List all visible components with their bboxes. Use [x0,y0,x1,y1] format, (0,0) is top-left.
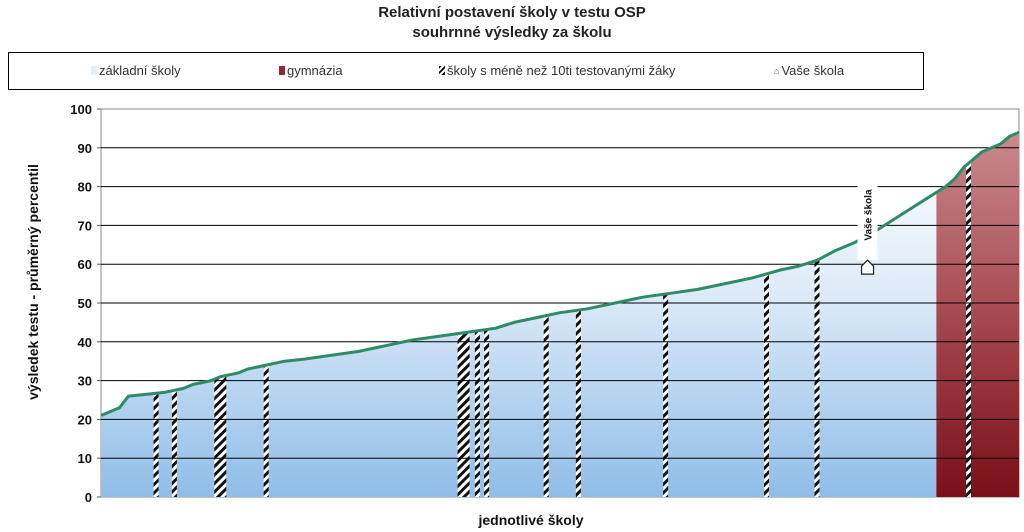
y-tick-label: 10 [78,451,92,466]
y-tick-label: 80 [78,180,92,195]
legend-label-gymnazia: gymnázia [287,63,343,78]
small-school-bar [484,329,490,497]
y-tick-label: 100 [70,102,92,117]
y-tick-label: 20 [78,412,92,427]
small-school-bar [764,273,769,497]
legend-label-vase-skola: Vaše škola [781,63,845,78]
y-tick-label: 0 [85,490,92,505]
y-tick-label: 60 [78,257,92,272]
fill-layer [101,132,1019,497]
marker-layer: Vaše škola [857,184,878,275]
legend-item-male-skoly: školy s méně než 10ti testovanými žáky [439,63,675,78]
small-school-bar [214,376,227,497]
series-line [100,130,1020,417]
your-school-label: Vaše škola [864,189,875,241]
legend-item-gymnazia: gymnázia [279,63,343,78]
chart-subtitle: souhrnné výsledky za školu [412,24,612,41]
x-axis-label: jednotlivé školy [477,512,583,528]
small-school-bar [457,332,470,497]
your-school-label-bg [857,184,878,261]
line-layer [100,130,1020,417]
small-school-bar [153,393,159,497]
small-school-bar [663,293,669,497]
legend-swatch-gymnazia [279,66,285,75]
small-school-bar [543,315,549,497]
small-school-bar [814,260,820,497]
grid-layer: 0 10 20 30 40 50 60 70 80 90 100 [70,102,1019,505]
area-fill-gymnazia [936,132,1019,497]
y-tick-label: 30 [78,374,92,389]
area-fill-zakladni-skoly [101,132,1019,497]
legend-item-zakladni: základní školy [91,63,181,78]
small-school-bar [966,163,971,497]
legend-swatch-zakladni [91,66,97,75]
legend-swatch-male-skoly [439,66,445,75]
small-school-bar [474,330,480,497]
small-school-bar [263,365,269,497]
small-school-bar [575,310,581,497]
y-tick-label: 70 [78,218,92,233]
y-tick-label: 50 [78,296,92,311]
chart-legend: základní školy gymnázia školy s méně než… [8,52,924,90]
legend-item-vase-skola: ⌂ Vaše škola [774,63,844,78]
your-school-house-icon [860,259,875,275]
y-axis-label: výsledek testu - průměrný percentil [25,164,41,400]
legend-label-zakladni: základní školy [99,63,181,78]
y-tick-label: 90 [78,141,92,156]
small-school-bar [171,390,177,497]
legend-label-male-skoly: školy s méně než 10ti testovanými žáky [447,63,676,78]
house-icon: ⌂ [774,65,780,76]
y-tick-label: 40 [78,335,92,350]
chart-title: Relativní postavení školy v testu OSP [378,4,646,21]
